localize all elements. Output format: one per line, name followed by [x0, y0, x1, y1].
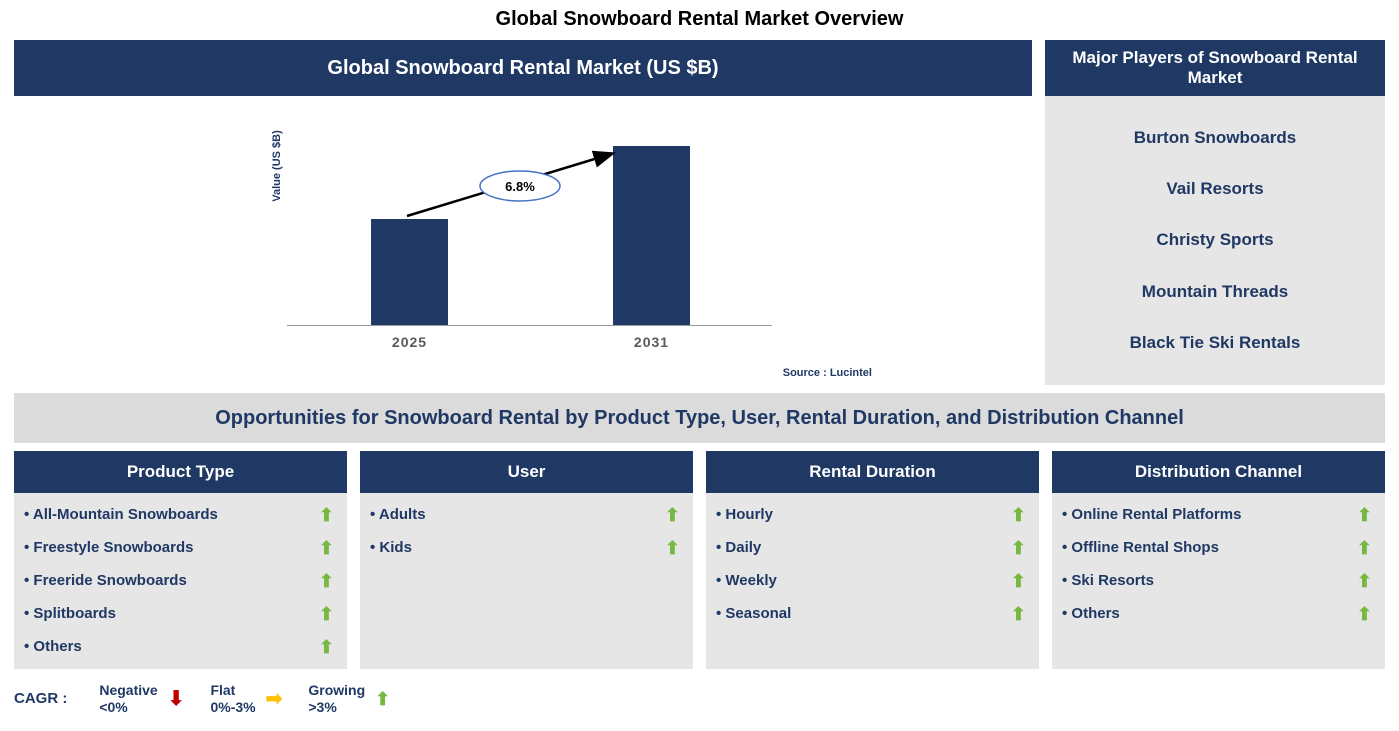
- item-label: Online Rental Platforms: [1062, 506, 1357, 523]
- list-item: Others ⬆: [14, 630, 347, 663]
- list-item: Seasonal ⬆: [706, 597, 1039, 630]
- legend-label: CAGR :: [14, 690, 68, 708]
- growing-arrow-icon: ⬆: [318, 570, 334, 591]
- growing-arrow-icon: ⬆: [1356, 570, 1372, 591]
- opp-column-user: User Adults ⬆ Kids ⬆: [360, 451, 693, 669]
- cagr-legend: CAGR : Negative <0% ⬇ Flat 0%-3% ➡ Growi…: [14, 682, 1385, 716]
- list-item: Ski Resorts ⬆: [1052, 564, 1385, 597]
- growing-arrow-icon: ⬆: [664, 504, 680, 525]
- bar-2025: [371, 219, 448, 325]
- list-item: Weekly ⬆: [706, 564, 1039, 597]
- negative-arrow-icon: ⬇: [167, 687, 185, 710]
- list-item: Freestyle Snowboards ⬆: [14, 531, 347, 564]
- list-item: Freeride Snowboards ⬆: [14, 564, 347, 597]
- item-label: Others: [1062, 605, 1357, 622]
- column-header: User: [360, 451, 693, 493]
- plot-area: Value (US $B) 6.8% 2025 2: [271, 130, 772, 350]
- player-item: Black Tie Ski Rentals: [1129, 333, 1301, 353]
- item-label: Seasonal: [716, 605, 1011, 622]
- player-item: Burton Snowboards: [1133, 127, 1297, 147]
- opp-column-rental-duration: Rental Duration Hourly ⬆ Daily ⬆ Weekly …: [706, 451, 1039, 669]
- list-item: Online Rental Platforms ⬆: [1052, 498, 1385, 531]
- list-item: Kids ⬆: [360, 531, 693, 564]
- list-item: Others ⬆: [1052, 597, 1385, 630]
- player-item: Christy Sports: [1156, 230, 1274, 250]
- item-label: Offline Rental Shops: [1062, 539, 1357, 556]
- column-body: Online Rental Platforms ⬆ Offline Rental…: [1052, 493, 1385, 669]
- opp-column-product-type: Product Type All-Mountain Snowboards ⬆ F…: [14, 451, 347, 669]
- player-item: Mountain Threads: [1141, 281, 1289, 301]
- growing-arrow-icon: ⬆: [664, 537, 680, 558]
- column-header: Product Type: [14, 451, 347, 493]
- opp-column-distribution-channel: Distribution Channel Online Rental Platf…: [1052, 451, 1385, 669]
- growing-arrow-icon: ⬆: [1356, 537, 1372, 558]
- item-label: Weekly: [716, 572, 1011, 589]
- growing-arrow-icon: ⬆: [318, 603, 334, 624]
- legend-name: Growing: [308, 682, 366, 698]
- legend-item-negative: Negative <0% ⬇: [99, 682, 184, 716]
- top-section: Global Snowboard Rental Market (US $B) V…: [14, 40, 1385, 385]
- item-label: Adults: [370, 506, 665, 523]
- opportunities-banner: Opportunities for Snowboard Rental by Pr…: [14, 393, 1385, 443]
- column-header: Distribution Channel: [1052, 451, 1385, 493]
- major-players-list: Burton Snowboards Vail Resorts Christy S…: [1045, 96, 1385, 385]
- list-item: Adults ⬆: [360, 498, 693, 531]
- legend-range: <0%: [99, 698, 128, 715]
- column-header: Rental Duration: [706, 451, 1039, 493]
- item-label: All-Mountain Snowboards: [24, 506, 319, 523]
- list-item: Hourly ⬆: [706, 498, 1039, 531]
- growing-arrow-icon: ⬆: [1356, 603, 1372, 624]
- list-item: All-Mountain Snowboards ⬆: [14, 498, 347, 531]
- major-players-header: Major Players of Snowboard Rental Market: [1045, 40, 1385, 96]
- x-axis-label-2025: 2025: [391, 334, 428, 350]
- legend-item-flat: Flat 0%-3% ➡: [210, 682, 282, 716]
- growing-arrow-icon: ⬆: [1010, 537, 1026, 558]
- flat-arrow-icon: ➡: [265, 687, 283, 710]
- legend-name: Negative: [99, 682, 158, 698]
- item-label: Hourly: [716, 506, 1011, 523]
- growing-arrow-icon: ⬆: [1010, 570, 1026, 591]
- growing-arrow-icon: ⬆: [1010, 504, 1026, 525]
- item-label: Kids: [370, 539, 665, 556]
- player-item: Vail Resorts: [1166, 179, 1264, 199]
- growing-arrow-icon: ⬆: [318, 504, 334, 525]
- page-title: Global Snowboard Rental Market Overview: [495, 8, 904, 30]
- growing-arrow-icon: ⬆: [318, 636, 334, 657]
- growing-arrow-icon: ⬆: [1010, 603, 1026, 624]
- legend-name: Flat: [210, 682, 236, 698]
- item-label: Freeride Snowboards: [24, 572, 319, 589]
- x-axis-label-2031: 2031: [633, 334, 670, 350]
- item-label: Ski Resorts: [1062, 572, 1357, 589]
- item-label: Freestyle Snowboards: [24, 539, 319, 556]
- list-item: Daily ⬆: [706, 531, 1039, 564]
- chart-title: Global Snowboard Rental Market (US $B): [14, 40, 1032, 96]
- opportunities-grid: Product Type All-Mountain Snowboards ⬆ F…: [14, 451, 1385, 669]
- bar-2031: [613, 146, 690, 325]
- growing-arrow-icon: ⬆: [1356, 504, 1372, 525]
- y-axis-label: Value (US $B): [271, 130, 283, 202]
- column-body: Hourly ⬆ Daily ⬆ Weekly ⬆ Seasonal ⬆: [706, 493, 1039, 669]
- infographic: Global Snowboard Rental Market Overview …: [0, 0, 1399, 716]
- growing-arrow-icon: ⬆: [318, 537, 334, 558]
- list-item: Splitboards ⬆: [14, 597, 347, 630]
- column-body: All-Mountain Snowboards ⬆ Freestyle Snow…: [14, 493, 347, 669]
- market-chart-section: Global Snowboard Rental Market (US $B) V…: [14, 40, 1032, 385]
- cagr-value: 6.8%: [505, 179, 535, 194]
- legend-range: >3%: [308, 698, 337, 715]
- cagr-ellipse: [479, 170, 561, 202]
- item-label: Daily: [716, 539, 1011, 556]
- legend-range: 0%-3%: [210, 698, 256, 715]
- item-label: Splitboards: [24, 605, 319, 622]
- list-item: Offline Rental Shops ⬆: [1052, 531, 1385, 564]
- bar-chart: Value (US $B) 6.8% 2025 2: [14, 96, 1032, 385]
- growth-arrow: 6.8%: [406, 150, 616, 218]
- major-players-panel: Major Players of Snowboard Rental Market…: [1045, 40, 1385, 385]
- source-note: Source : Lucintel: [782, 367, 872, 379]
- item-label: Others: [24, 638, 319, 655]
- growing-arrow-icon: ⬆: [375, 688, 391, 709]
- column-body: Adults ⬆ Kids ⬆: [360, 493, 693, 669]
- legend-item-growing: Growing >3% ⬆: [308, 682, 390, 716]
